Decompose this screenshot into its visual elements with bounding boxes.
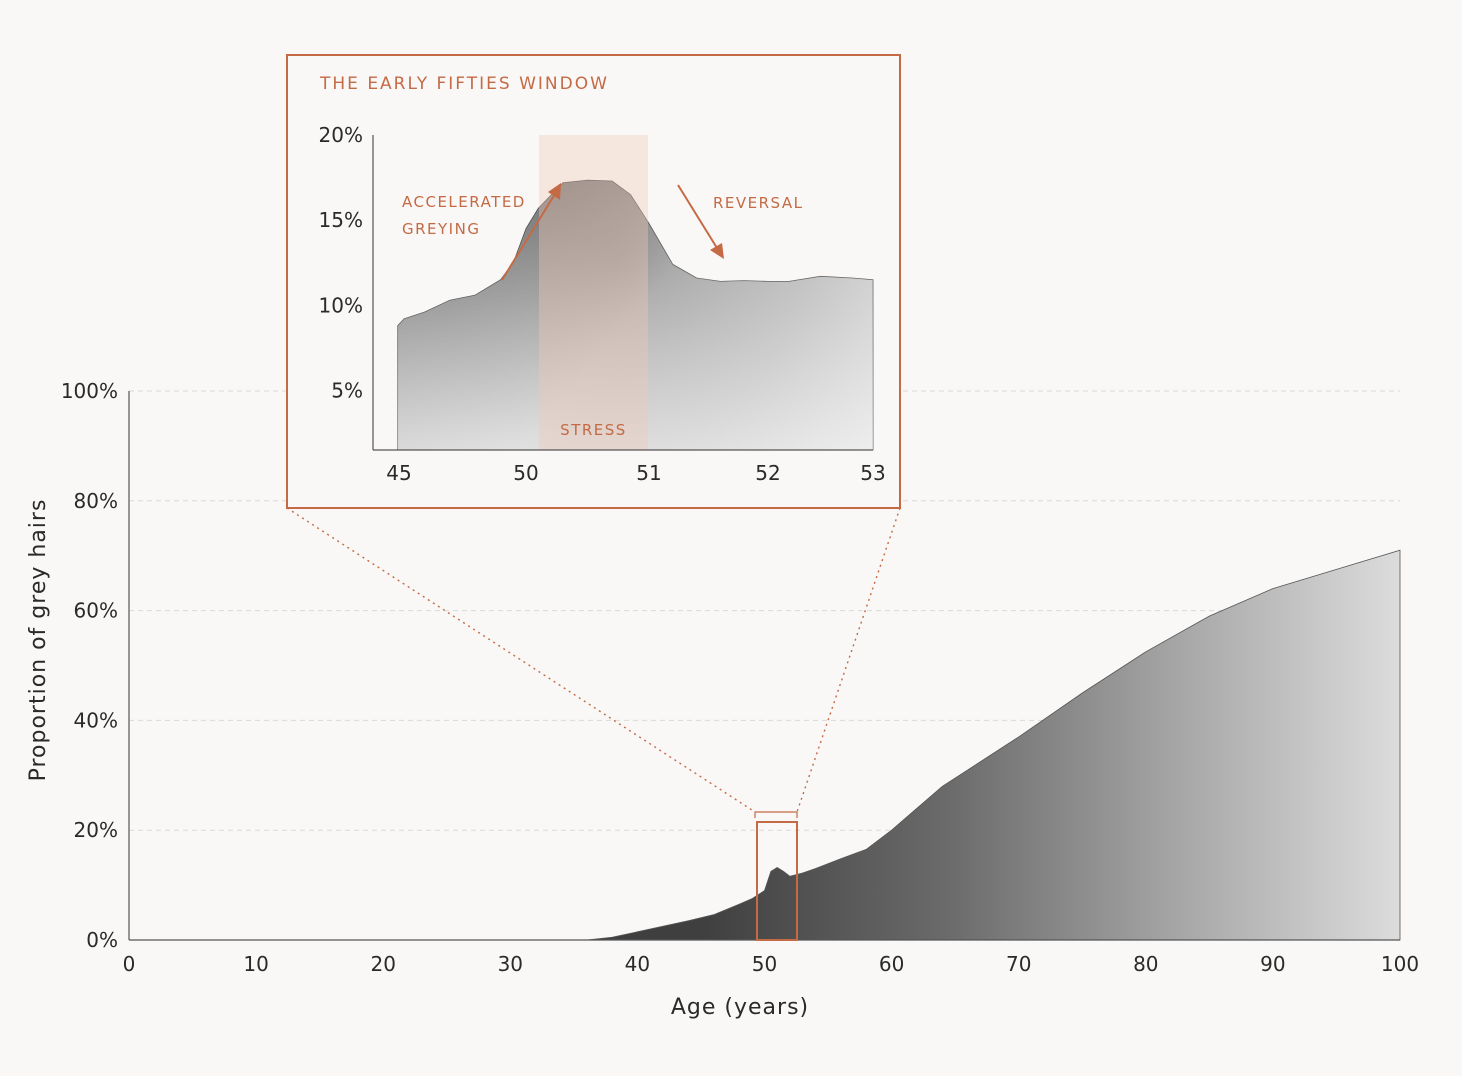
reversal-arrow-shaft [677, 184, 718, 249]
zoom-connector-right [796, 507, 901, 813]
inset-y-tick-label: 20% [319, 123, 363, 147]
zoom-bracket [754, 811, 798, 818]
accelerated-arrow-shaft [501, 193, 556, 281]
inset-x-tick-label: 53 [860, 461, 885, 485]
x-tick-label: 100 [1381, 952, 1419, 976]
x-tick-label: 0 [123, 952, 136, 976]
y-tick-label: 20% [74, 818, 118, 842]
y-tick-label: 40% [74, 708, 118, 732]
reversal-arrow-head [710, 243, 724, 259]
inset-x-tick-label: 50 [513, 461, 538, 485]
x-tick-label: 50 [752, 952, 777, 976]
inset-y-tick-label: 15% [319, 208, 363, 232]
accelerated-arrow-head [548, 183, 561, 200]
x-tick-label: 90 [1260, 952, 1285, 976]
x-tick-label: 70 [1006, 952, 1031, 976]
y-axis-title: Proportion of grey hairs [26, 499, 51, 782]
inset-y-tick-labels: 5% 10% 15% 20% [319, 123, 363, 402]
x-tick-label: 20 [370, 952, 395, 976]
stress-highlight-band [539, 135, 648, 450]
x-tick-label: 30 [498, 952, 523, 976]
x-tick-labels: 0 10 20 30 40 50 60 70 80 90 100 [123, 952, 1419, 976]
inset-x-tick-labels: 45 50 51 52 53 [386, 461, 885, 485]
x-tick-label: 60 [879, 952, 904, 976]
y-tick-label: 60% [74, 599, 118, 623]
y-tick-label: 80% [74, 489, 118, 513]
stress-label: STRESS [560, 421, 627, 439]
annotation-greying: GREYING [402, 220, 480, 238]
inset-x-tick-label: 51 [636, 461, 661, 485]
zoom-region-box [756, 821, 798, 941]
x-tick-label: 80 [1133, 952, 1158, 976]
zoom-connector-left [286, 507, 756, 813]
annotation-accelerated: ACCELERATED [402, 193, 526, 211]
inset-title: THE EARLY FIFTIES WINDOW [319, 74, 609, 94]
x-axis-title: Age (years) [671, 995, 809, 1020]
inset-x-tick-label: 45 [386, 461, 411, 485]
grey-hair-area [129, 549, 1401, 941]
inset-y-tick-label: 5% [331, 378, 363, 402]
inset-y-tick-label: 10% [319, 293, 363, 317]
x-tick-label: 10 [243, 952, 268, 976]
x-tick-label: 40 [625, 952, 650, 976]
y-tick-label: 100% [61, 379, 118, 403]
inset-x-tick-label: 52 [755, 461, 780, 485]
annotation-reversal: REVERSAL [713, 194, 803, 212]
y-tick-labels: 0% 20% 40% 60% 80% 100% [61, 379, 118, 952]
inset-area-fade [397, 180, 873, 450]
y-tick-label: 0% [86, 928, 118, 952]
